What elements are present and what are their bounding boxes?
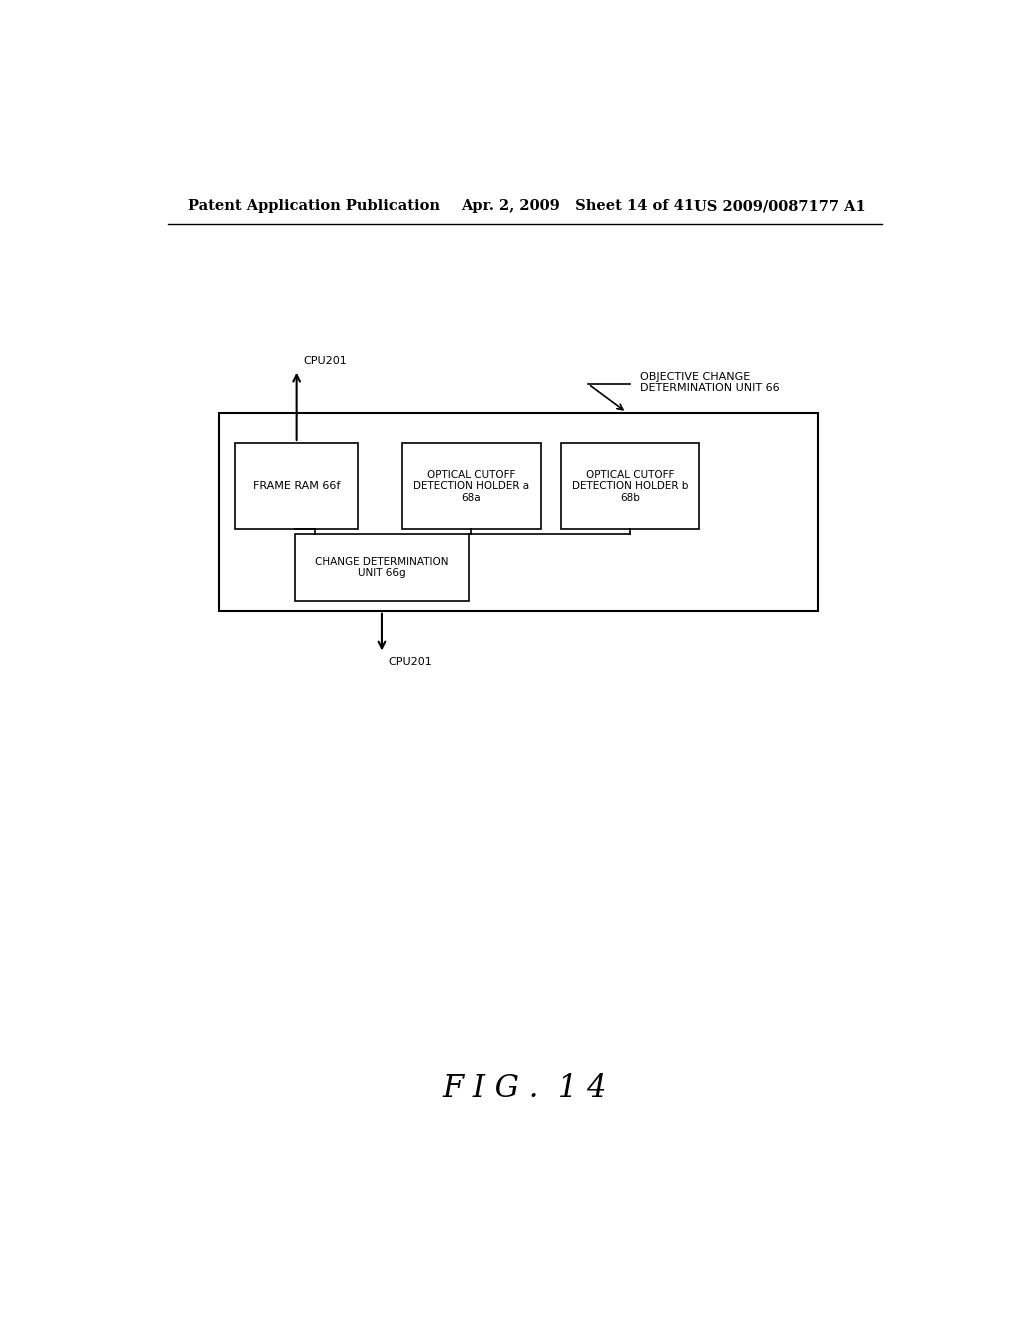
Text: CPU201: CPU201	[303, 356, 347, 366]
Bar	[295, 535, 469, 601]
Text: OPTICAL CUTOFF
DETECTION HOLDER b
68b: OPTICAL CUTOFF DETECTION HOLDER b 68b	[571, 470, 688, 503]
Bar	[236, 444, 358, 529]
Text: US 2009/0087177 A1: US 2009/0087177 A1	[694, 199, 866, 213]
Bar	[560, 444, 699, 529]
Bar	[219, 413, 818, 611]
Text: OPTICAL CUTOFF
DETECTION HOLDER a
68a: OPTICAL CUTOFF DETECTION HOLDER a 68a	[413, 470, 529, 503]
Text: Patent Application Publication: Patent Application Publication	[187, 199, 439, 213]
Bar	[401, 444, 541, 529]
Text: CHANGE DETERMINATION
UNIT 66g: CHANGE DETERMINATION UNIT 66g	[315, 557, 449, 578]
Text: FRAME RAM 66f: FRAME RAM 66f	[253, 482, 340, 491]
Text: F I G .  1 4: F I G . 1 4	[442, 1073, 607, 1104]
Text: Apr. 2, 2009   Sheet 14 of 41: Apr. 2, 2009 Sheet 14 of 41	[461, 199, 694, 213]
Text: CPU201: CPU201	[388, 657, 432, 668]
Text: OBJECTIVE CHANGE
DETERMINATION UNIT 66: OBJECTIVE CHANGE DETERMINATION UNIT 66	[640, 372, 779, 393]
